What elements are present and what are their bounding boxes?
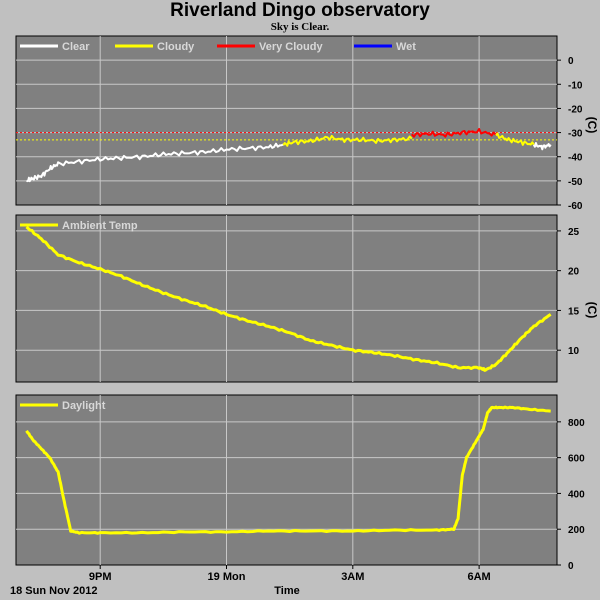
plot-area-ambient — [15, 214, 558, 383]
y-tick-label-daylight: 0 — [568, 561, 574, 572]
y-tick-label-sky: -50 — [568, 177, 583, 188]
series-line-daylight — [25, 405, 551, 535]
x-tick-label: 3AM — [341, 571, 364, 583]
y-tick-label-sky: -60 — [568, 201, 583, 212]
legend-label-clear: Clear — [62, 41, 90, 53]
series-line-cloudy — [282, 134, 413, 147]
y-tick-label-ambient: 20 — [568, 267, 580, 278]
x-axis-label: Time — [274, 585, 299, 597]
legend-label-wet: Wet — [396, 41, 416, 53]
x-date-label: 18 Sun Nov 2012 — [10, 585, 97, 597]
y-tick-label-ambient: 15 — [568, 306, 580, 317]
x-tick-label: 6AM — [467, 571, 490, 583]
series-line-clear — [26, 142, 284, 183]
y-tick-label-sky: 0 — [568, 56, 574, 67]
chart-title: Riverland Dingo observatory — [170, 0, 430, 21]
y-tick-label-ambient: 10 — [568, 346, 580, 357]
y-tick-label-sky: -20 — [568, 104, 583, 115]
legend-label-daylight: Daylight — [62, 400, 106, 412]
legend-label-cloudy: Cloudy — [157, 41, 195, 53]
x-tick-label: 9PM — [89, 571, 112, 583]
sky-status: Sky is Clear. — [270, 21, 330, 33]
y-tick-label-daylight: 200 — [568, 525, 585, 536]
y-tick-label-daylight: 800 — [568, 418, 585, 429]
plot-area-sky — [15, 35, 558, 206]
plot-area-daylight — [15, 394, 558, 566]
y-tick-label-sky: -40 — [568, 153, 583, 164]
y-tick-label-daylight: 400 — [568, 489, 585, 500]
y-axis-label-ambient: (C) — [585, 302, 599, 319]
x-tick-label: 19 Mon — [208, 571, 246, 583]
series-line-clear — [532, 142, 552, 151]
y-tick-label-ambient: 25 — [568, 227, 580, 238]
series-line-very-cloudy — [411, 128, 497, 138]
series-line-ambient-temp — [25, 225, 552, 372]
y-axis-label-sky: (C) — [585, 117, 599, 134]
y-tick-label-daylight: 600 — [568, 454, 585, 465]
y-tick-label-sky: -10 — [568, 80, 583, 91]
y-tick-label-sky: -30 — [568, 129, 583, 140]
legend-label-very-cloudy: Very Cloudy — [259, 41, 323, 53]
series-line-cloudy — [495, 132, 535, 146]
legend-label-ambient-temp: Ambient Temp — [62, 220, 138, 232]
